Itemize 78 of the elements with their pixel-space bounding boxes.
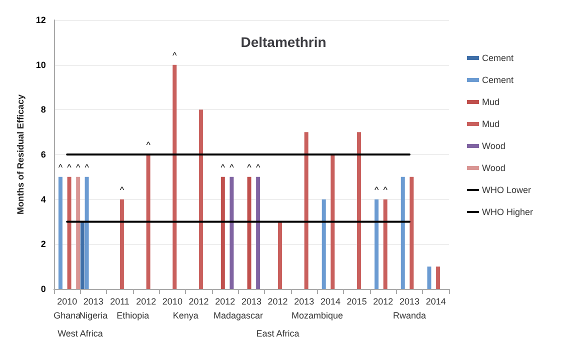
text: East Africa [256, 328, 300, 338]
y-tick-label: 2 [40, 239, 46, 250]
y-tick-label: 8 [40, 104, 46, 115]
data-label: ^ [374, 184, 380, 195]
x-tick-label: 2013 [241, 296, 262, 306]
bar [80, 222, 84, 289]
bar [67, 176, 72, 289]
x-tick-label: 2011 [110, 296, 130, 306]
text: Rwanda [392, 310, 426, 320]
data-label: ^ [120, 184, 125, 195]
data-label: ^ [76, 162, 81, 172]
y-tick-label: 4 [40, 194, 46, 204]
data-label: ^ [247, 162, 252, 172]
data-label: ^ [172, 50, 178, 60]
data-label: ^ [383, 184, 388, 195]
data-label: ^ [58, 162, 64, 172]
x-tick-label: 2012 [136, 296, 156, 306]
text: Ethiopia [116, 310, 150, 320]
bar [400, 176, 405, 289]
data-label: ^ [230, 162, 235, 172]
x-tick-label: 2015 [346, 296, 367, 306]
x-tick-label: 2012 [268, 296, 288, 306]
bar [357, 132, 362, 289]
bar [436, 266, 440, 289]
legend-label: Cement [482, 75, 514, 85]
y-tick-label: 10 [36, 60, 46, 70]
y-tick-label: 6 [40, 150, 46, 160]
y-tick-label: 0 [40, 284, 46, 294]
bar [198, 110, 203, 289]
bar [230, 176, 234, 289]
bar [278, 222, 282, 289]
x-tick-label: 2012 [215, 296, 236, 306]
text: Kenya [172, 310, 198, 320]
x-tick-label: 2010 [162, 296, 182, 306]
legend-label: Mud [482, 97, 500, 107]
bar [427, 266, 432, 289]
legend-label: Wood [482, 141, 506, 151]
bar [410, 176, 414, 289]
bar [322, 199, 326, 289]
bar [76, 176, 80, 289]
x-tick-label: 2014 [426, 296, 446, 306]
x-tick-label: 2010 [57, 296, 78, 306]
data-label: ^ [220, 162, 226, 172]
bar [172, 64, 177, 289]
bar [120, 199, 124, 289]
x-tick-label: 2012 [373, 296, 394, 306]
legend-label: Cement [482, 53, 514, 63]
x-tick-label: 2013 [399, 296, 420, 306]
text: Deltamethrin [240, 34, 326, 50]
text: Nigeria [79, 310, 108, 320]
bar [256, 176, 260, 289]
text: Ghana [54, 310, 81, 320]
y-tick-label: 12 [36, 15, 46, 25]
legend-label: WHO Lower [482, 185, 532, 195]
bar [146, 154, 150, 289]
x-tick-label: 2012 [188, 296, 209, 306]
y-axis-title: Months of Residual Efficacy [16, 94, 26, 215]
x-tick-label: 2013 [83, 296, 104, 306]
text: Mozambique [292, 310, 344, 320]
bar [330, 154, 335, 289]
bar [247, 176, 252, 289]
data-label: ^ [146, 140, 152, 150]
legend-label: Wood [482, 163, 506, 173]
data-label: ^ [256, 162, 261, 172]
data-label: ^ [67, 162, 72, 172]
bar [383, 199, 388, 289]
bar [304, 132, 308, 289]
legend-label: Mud [482, 119, 500, 129]
bar [84, 176, 89, 289]
bar [374, 199, 379, 289]
x-tick-label: 2014 [320, 296, 340, 306]
text: West Africa [58, 328, 103, 338]
data-label: ^ [84, 162, 90, 172]
x-tick-label: 2013 [294, 296, 314, 306]
legend-label: WHO Higher [482, 207, 534, 217]
bar [58, 176, 62, 289]
text: Madagascar [214, 310, 264, 320]
bar [220, 176, 225, 289]
